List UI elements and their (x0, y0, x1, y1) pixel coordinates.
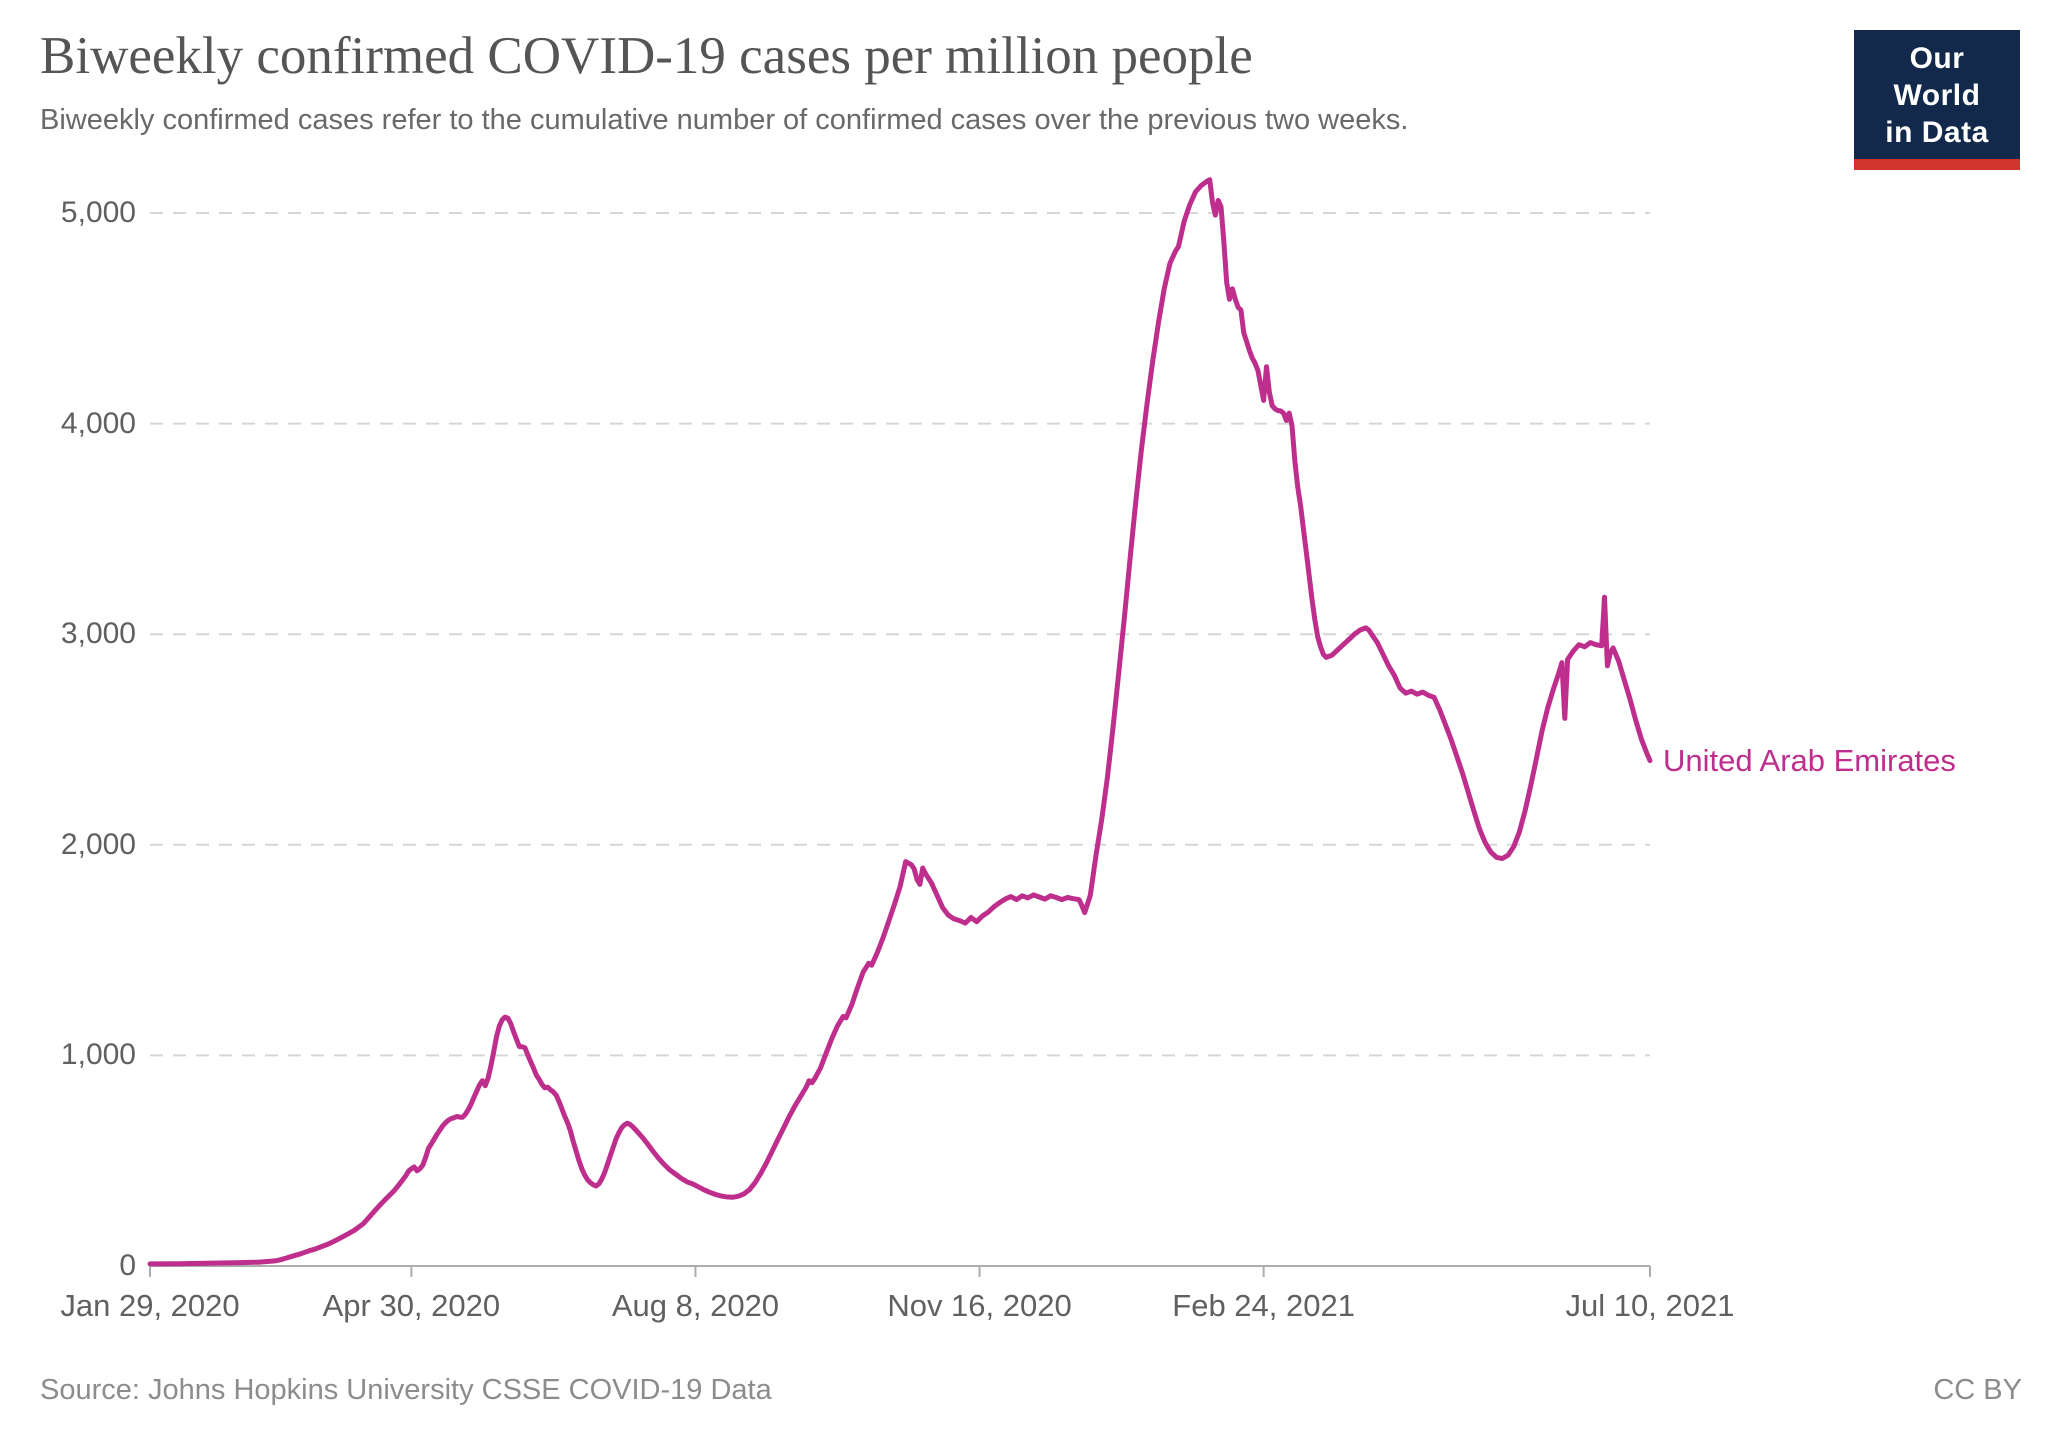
y-tick-label-4000: 4,000 (60, 406, 136, 440)
x-tick-label-3: Nov 16, 2020 (887, 1288, 1072, 1323)
owid-logo: Our World in Data (1854, 30, 2020, 170)
series-line-united-arab-emirates (147, 177, 1653, 1267)
y-tick-label-2000: 2,000 (60, 827, 136, 861)
page-subtitle: Biweekly confirmed cases refer to the cu… (40, 104, 1409, 136)
owid-logo-red-bar (1854, 159, 2020, 170)
page-title: Biweekly confirmed COVID-19 cases per mi… (40, 27, 1253, 85)
y-tick-label-5000: 5,000 (60, 196, 136, 229)
x-tick-label-1: Apr 30, 2020 (322, 1288, 501, 1323)
x-tick-label-0: Jan 29, 2020 (60, 1288, 240, 1323)
source-attribution: Source: Johns Hopkins University CSSE CO… (40, 1374, 772, 1406)
owid-logo-line2: in Data (1885, 116, 1989, 149)
owid-logo-text: Our World in Data (1854, 30, 2020, 159)
x-tick-label-2: Aug 8, 2020 (611, 1288, 780, 1323)
owid-logo-line1: Our World (1893, 42, 1981, 112)
x-tick-label-5: Jul 10, 2021 (1565, 1288, 1735, 1323)
x-tick-label-4: Feb 24, 2021 (1172, 1288, 1355, 1323)
y-tick-label-1000: 1,000 (60, 1038, 136, 1072)
license-badge: CC BY (1933, 1374, 2022, 1406)
series-end-label: United Arab Emirates (1663, 742, 1956, 778)
y-tick-label-3000: 3,000 (60, 617, 136, 651)
y-tick-label-0: 0 (119, 1249, 136, 1282)
